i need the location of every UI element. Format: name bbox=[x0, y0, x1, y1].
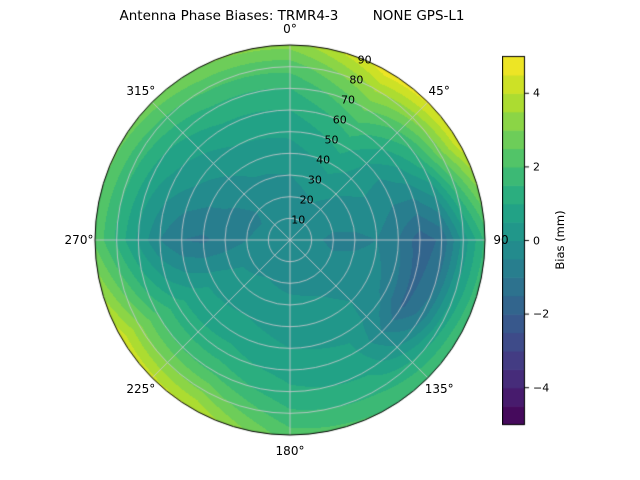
radial-tick-label: 30 bbox=[307, 173, 322, 187]
azimuth-tick-label: 45° bbox=[428, 83, 450, 98]
azimuth-tick-label: 90 bbox=[493, 233, 509, 247]
colorbar-canvas bbox=[502, 55, 532, 427]
colorbar-tick-label: 4 bbox=[533, 86, 540, 100]
radial-tick-label: 10 bbox=[291, 213, 306, 227]
radial-tick-label: 70 bbox=[341, 93, 356, 107]
radial-tick-label: 80 bbox=[349, 73, 364, 87]
colorbar-tick-label: −4 bbox=[533, 381, 550, 395]
radial-tick-label: 40 bbox=[316, 153, 331, 167]
radial-tick-label: 60 bbox=[332, 113, 347, 127]
colorbar-tick-label: 2 bbox=[533, 160, 540, 174]
azimuth-tick-label: 0° bbox=[283, 22, 297, 36]
colorbar-axis-label: Bias (mm) bbox=[553, 210, 567, 270]
azimuth-tick-label: 180° bbox=[275, 444, 305, 458]
azimuth-tick-label: 225° bbox=[126, 382, 156, 397]
azimuth-tick-label: 270° bbox=[64, 233, 94, 247]
colorbar-tick-label: 0 bbox=[533, 234, 540, 247]
radial-tick-label: 20 bbox=[299, 193, 314, 207]
azimuth-tick-label: 135° bbox=[424, 382, 454, 397]
radial-tick-label: 90 bbox=[357, 53, 372, 67]
azimuth-tick-label: 315° bbox=[126, 83, 156, 98]
colorbar-tick-label: −2 bbox=[533, 307, 550, 321]
radial-tick-label: 50 bbox=[324, 133, 339, 147]
